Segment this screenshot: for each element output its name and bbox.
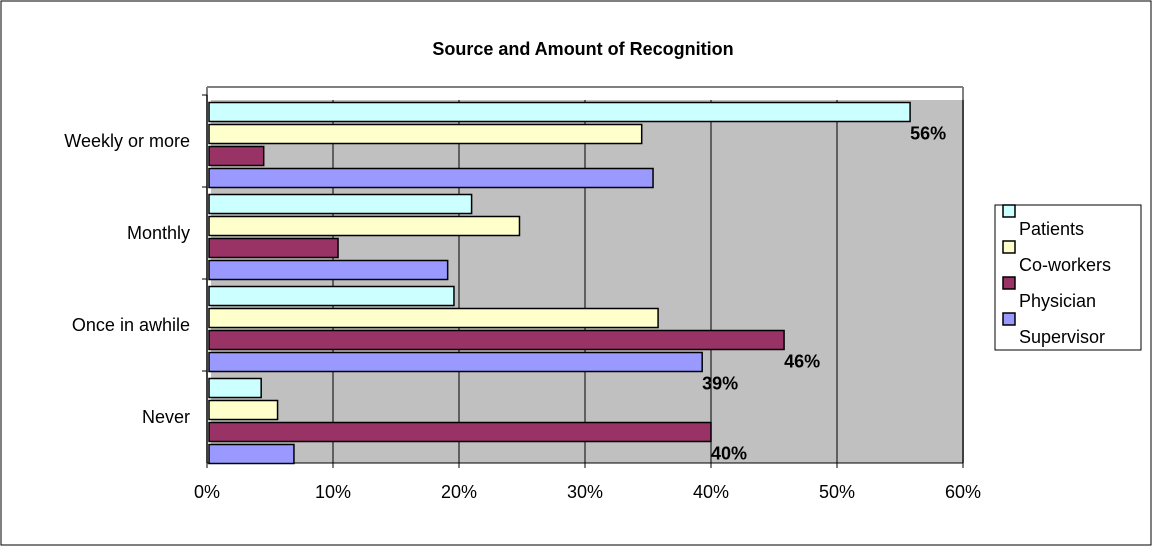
- x-tick-label: 30%: [567, 482, 603, 502]
- category-label: Never: [142, 407, 190, 427]
- bar-supervisor: [208, 351, 703, 373]
- bar-supervisor: [208, 167, 654, 189]
- data-label: 39%: [702, 374, 738, 394]
- plot-background: [211, 100, 963, 463]
- bar-physician: [208, 145, 265, 167]
- data-label: 46%: [784, 352, 820, 372]
- legend-label: Supervisor: [1019, 327, 1105, 347]
- category-label: Weekly or more: [64, 131, 190, 151]
- legend-label: Patients: [1019, 219, 1084, 239]
- bar-patients: [208, 377, 262, 399]
- bar-co-workers: [208, 215, 521, 237]
- x-tick-label: 10%: [315, 482, 351, 502]
- legend-swatch-patients: [1002, 204, 1016, 218]
- legend-swatch-supervisor: [1002, 312, 1016, 326]
- legend-swatch-physician: [1002, 276, 1016, 290]
- bar-co-workers: [208, 123, 643, 145]
- x-tick-label: 20%: [441, 482, 477, 502]
- bar-co-workers: [208, 307, 659, 329]
- bar-physician: [208, 421, 712, 443]
- bar-supervisor: [208, 443, 295, 465]
- legend: Patients Co-workers Physician Supervisor: [994, 204, 1142, 351]
- x-tick-label: 0%: [194, 482, 220, 502]
- bar-patients: [208, 101, 911, 123]
- legend-box: [994, 204, 1142, 351]
- bar-physician: [208, 237, 339, 259]
- bar-supervisor: [208, 259, 449, 281]
- x-tick-label: 40%: [693, 482, 729, 502]
- x-tick-label: 50%: [819, 482, 855, 502]
- bar-patients: [208, 193, 473, 215]
- data-label: 40%: [711, 444, 747, 464]
- chart-title: Source and Amount of Recognition: [432, 39, 733, 59]
- legend-label: Co-workers: [1019, 255, 1111, 275]
- category-label: Once in awhile: [72, 315, 190, 335]
- data-label: 56%: [910, 124, 946, 144]
- bar-physician: [208, 329, 785, 351]
- plot-area: 0% 10% 20% 30% 40% 50% 60% Weekly or more Monthl…: [64, 86, 981, 502]
- legend-swatch-co-workers: [1002, 240, 1016, 254]
- bar-co-workers: [208, 399, 279, 421]
- legend-label: Physician: [1019, 291, 1096, 311]
- x-tick-label: 60%: [945, 482, 981, 502]
- category-label: Monthly: [127, 223, 190, 243]
- bar-patients: [208, 285, 455, 307]
